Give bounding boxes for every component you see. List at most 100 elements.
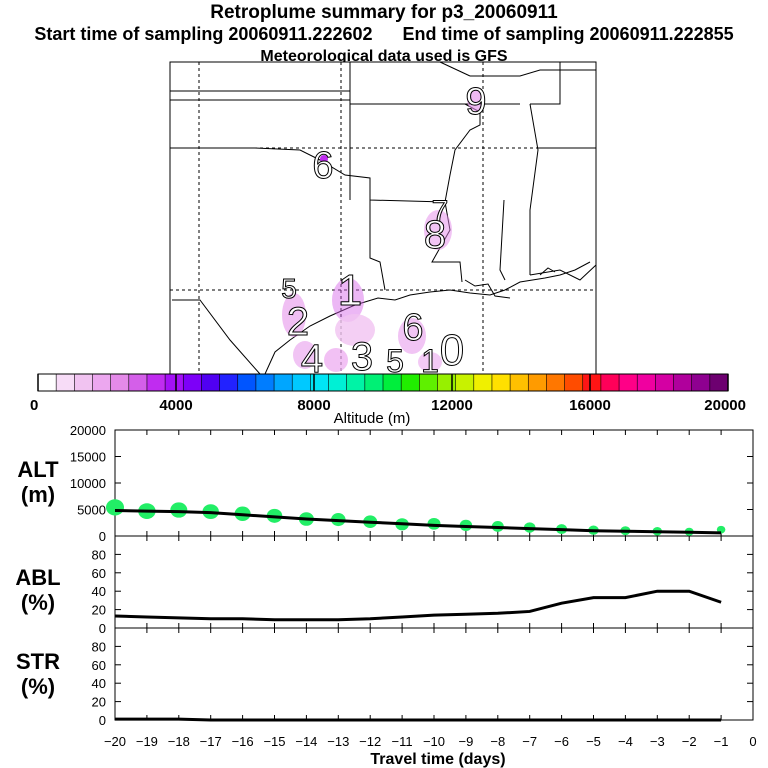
x-tick-label: −10 [423, 734, 445, 749]
colorbar-cell [310, 374, 330, 391]
colorbar-cell [38, 374, 57, 391]
colorbar-cell [582, 374, 602, 391]
x-tick-label: −7 [522, 734, 537, 749]
x-tick-label: −15 [263, 734, 285, 749]
day-marker: 7 [432, 195, 449, 228]
map-frame [169, 61, 597, 375]
y-tick-label: 15000 [70, 450, 106, 465]
colorbar-cell [183, 374, 202, 391]
abl-line [114, 589, 722, 622]
y-tick-label: 0 [99, 713, 106, 728]
colorbar-cell [292, 374, 311, 391]
colorbar-cell [346, 374, 366, 391]
x-tick-label: −5 [586, 734, 601, 749]
colorbar-cell [110, 374, 130, 391]
x-tick-label: −13 [327, 734, 349, 749]
map-panel: 9 6 7 8 5 1 2 3 4 6 0 1 5 [169, 61, 597, 382]
alt-line [114, 509, 722, 535]
abl-ylabel: ABL [15, 565, 60, 590]
colorbar-cell [546, 374, 566, 391]
x-tick-label: −6 [554, 734, 569, 749]
colorbar-label: Altitude (m) [334, 410, 411, 427]
x-tick-label: −3 [650, 734, 665, 749]
y-tick-label: 60 [92, 658, 106, 673]
colorbar-cell [92, 374, 112, 391]
day-marker: 2 [287, 300, 309, 344]
colorbar-cell [56, 374, 75, 391]
day-marker: 8 [424, 213, 446, 257]
colorbar-cell [473, 374, 493, 391]
str-line [115, 717, 722, 722]
colorbar-cell [510, 374, 529, 391]
x-tick-label: −4 [618, 734, 633, 749]
day-marker: 1 [421, 343, 439, 379]
alt-spread-point [106, 499, 124, 516]
end-time-label: End time of sampling 20060911.222855 [402, 24, 734, 44]
colorbar-cell [201, 374, 221, 391]
colorbar-cell [600, 374, 620, 391]
str-panel: 0 20 40 60 80 [92, 628, 754, 728]
colorbar-cell [274, 374, 293, 391]
plume-density [282, 87, 485, 372]
colorbar-cell [637, 374, 656, 391]
colorbar-tick-label: 12000 [431, 397, 473, 414]
colorbar-cell [364, 374, 384, 391]
abl-panel: 0 20 40 60 80 [92, 536, 754, 636]
colorbar-cell [165, 374, 184, 391]
abl-ylabel-unit: (%) [21, 590, 55, 615]
colorbar-cell [564, 374, 584, 391]
y-tick-label: 5000 [77, 503, 106, 518]
colorbar-cell [383, 374, 402, 391]
y-tick-label: 20 [92, 603, 106, 618]
start-time-label: Start time of sampling 20060911.222602 [34, 24, 373, 44]
colorbar-cell [401, 374, 420, 391]
coastline [264, 261, 591, 375]
timeseries-panels: 0 5000 10000 15000 20000 0 20 40 60 80 0 20 40 60 80… [15, 423, 756, 768]
x-tick-label: −1 [714, 734, 729, 749]
colorbar-cell [74, 374, 93, 391]
alt-spread-point [170, 502, 188, 518]
x-tick-label: −17 [200, 734, 222, 749]
colorbar-cell [673, 374, 693, 391]
colorbar-cells [38, 374, 729, 391]
colorbar-cell [619, 374, 638, 391]
colorbar-tick-label: 4000 [159, 397, 192, 414]
y-tick-label: 10000 [70, 476, 106, 491]
x-axis-ticks: −20 −19 −18 −17 −16 −15 −14 −13 −12 −11 −10 −9 −8 −7−… [104, 734, 757, 749]
day-marker: 9 [465, 81, 486, 123]
x-axis-label: Travel time (days) [370, 751, 505, 768]
colorbar-cell [128, 374, 148, 391]
colorbar-cell [219, 374, 239, 391]
colorbar-cell [255, 374, 275, 391]
x-tick-label: −19 [136, 734, 158, 749]
colorbar-cell [328, 374, 348, 391]
colorbar-tick-labels: 0 4000 8000 12000 16000 20000 [30, 374, 746, 414]
colorbar-cell [491, 374, 511, 391]
colorbar-cell [146, 374, 166, 391]
x-tick-label: −9 [458, 734, 473, 749]
alt-ylabel: ALT [17, 457, 59, 482]
day-marker: 1 [338, 266, 362, 315]
x-tick-label: −18 [168, 734, 190, 749]
colorbar-cell [691, 374, 711, 391]
day-marker: 6 [402, 307, 423, 349]
y-tick-label: 20000 [70, 423, 106, 438]
panels-frame [114, 429, 754, 721]
day-marker: 6 [312, 145, 333, 187]
x-tick-label: −12 [359, 734, 381, 749]
sampling-times: Start time of sampling 20060911.222602 E… [0, 24, 768, 44]
day-marker: 3 [351, 335, 373, 379]
x-tick-label: −14 [295, 734, 317, 749]
x-tick-label: −16 [232, 734, 254, 749]
colorbar-tick-label: 16000 [569, 397, 611, 414]
colorbar-tick-label: 8000 [297, 397, 330, 414]
x-tick-label: −8 [490, 734, 505, 749]
colorbar-cell [437, 374, 457, 391]
colorbar-cell [237, 374, 257, 391]
day-marker: 5 [386, 343, 404, 379]
colorbar-tick-label: 0 [30, 397, 38, 414]
colorbar-cell [528, 374, 547, 391]
colorbar-cell [655, 374, 675, 391]
y-tick-label: 0 [99, 621, 106, 636]
